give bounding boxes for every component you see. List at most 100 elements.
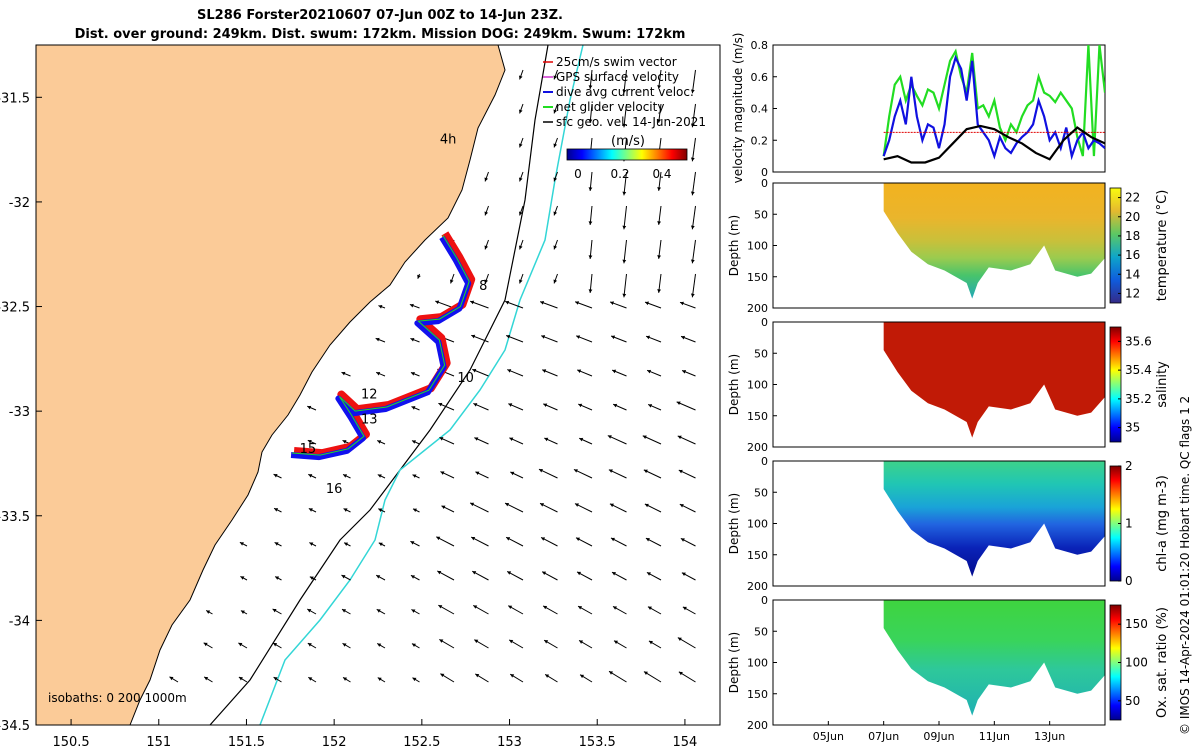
day-label: 12 <box>361 388 378 403</box>
geo-arrow-shaft <box>691 239 696 264</box>
geo-arrow-head <box>588 221 593 225</box>
geo-arrow-head <box>580 674 585 679</box>
geo-arrow-head <box>474 437 479 441</box>
geo-arrow-head <box>343 474 348 478</box>
geo-arrow-head <box>588 289 593 293</box>
geo-arrow-head <box>657 289 662 293</box>
day-label: 10 <box>457 371 474 386</box>
day-label: 8 <box>479 279 487 294</box>
geo-arrow-head <box>436 536 441 541</box>
geo-arrow-head <box>410 337 415 342</box>
geo-arrow-head <box>474 639 479 644</box>
geo-arrow-head <box>553 177 558 182</box>
section-y-tick-label: 200 <box>747 580 768 593</box>
map-x-tick-label: 153 <box>497 735 522 750</box>
geo-arrow-head <box>643 469 648 474</box>
geo-arrow-head <box>622 259 627 264</box>
geo-arrow-head <box>439 639 444 643</box>
geo-arrow-head <box>484 245 489 250</box>
geo-arrow-head <box>657 255 662 259</box>
geo-arrow-head <box>545 674 550 678</box>
geo-arrow-head <box>577 369 582 374</box>
geo-arrow-head <box>507 571 512 575</box>
section-y-tick-label: 100 <box>747 379 768 392</box>
section-x-tick-label: 13Jun <box>1034 730 1065 743</box>
geo-arrow-head <box>646 335 651 340</box>
geo-arrow-head <box>484 211 489 216</box>
geo-arrow-head <box>484 177 489 182</box>
section-panel-oxygen: 0 50 100 150 200 Depth (m) 50 100 150 Ox. sat. ra… <box>727 594 1170 743</box>
geo-arrow-head <box>541 335 546 339</box>
geo-arrow-head <box>411 609 416 613</box>
geo-arrow-head <box>412 677 417 682</box>
geo-arrow-head <box>541 537 546 541</box>
geo-arrow-head <box>377 643 382 647</box>
section-y-tick-label: 0 <box>761 455 768 468</box>
velocity-panel: 0 0.2 0.4 0.6 0.8 velocity magnitude (m/s) <box>731 33 1106 183</box>
section-colorbar <box>1109 326 1122 443</box>
map-x-tick-label: 151 <box>146 735 171 750</box>
geo-arrow-head <box>544 640 549 644</box>
geo-arrow-head <box>342 643 347 647</box>
geo-arrow-head <box>473 605 478 609</box>
geo-arrow-head <box>238 677 243 681</box>
geo-arrow-head <box>438 605 443 609</box>
geo-arrow-head <box>646 572 651 576</box>
geo-arrow-head <box>540 301 545 305</box>
geo-arrow-head <box>647 606 652 611</box>
colorbar-label: salinity <box>1155 361 1170 408</box>
geo-arrow-head <box>308 508 313 512</box>
glider-track <box>290 231 476 461</box>
geo-arrow-head <box>341 575 346 579</box>
geo-arrow-head <box>682 606 687 611</box>
section-data-field <box>883 600 1105 716</box>
geo-arrow-head <box>441 505 446 510</box>
map-y-tick-label: -32.5 <box>0 301 30 316</box>
geo-arrow-head <box>679 504 684 508</box>
geo-arrow-head <box>438 402 443 407</box>
colorbar-tick-label: 35 <box>1125 421 1140 435</box>
map-y-tick-label: -33.5 <box>0 510 30 525</box>
section-y-tick-label: 200 <box>747 719 768 732</box>
geo-arrow-head <box>376 575 381 579</box>
geo-arrow-head <box>553 211 558 216</box>
geo-arrow-head <box>510 674 515 678</box>
geo-arrow-head <box>471 334 476 339</box>
colorbar-tick-label: 18 <box>1125 229 1140 243</box>
colorbar-tick-label: 20 <box>1125 210 1140 224</box>
geo-arrow-head <box>274 542 279 546</box>
geo-arrow-head <box>622 89 627 94</box>
section-y-tick-label: 50 <box>754 208 768 221</box>
map-y-tick-labels: -31.5 -32 -32.5 -33 -33.5 -34 -34.5 <box>0 91 42 734</box>
geostrophic-velocity-arrows <box>169 69 696 683</box>
geo-arrow-head <box>203 642 208 647</box>
geo-arrow-head <box>475 673 480 678</box>
geo-arrow-head <box>690 157 695 162</box>
geo-arrow-head <box>690 225 695 230</box>
geo-arrow-shaft <box>691 205 696 230</box>
geo-arrow-shaft <box>691 171 696 196</box>
geo-arrow-head <box>510 471 515 476</box>
geo-arrow-head <box>307 609 312 613</box>
geo-arrow-head <box>506 334 511 339</box>
velocity-y-tick-label: 0.4 <box>751 103 769 116</box>
geo-arrow-head <box>309 576 314 581</box>
isobath-200-line <box>209 45 549 725</box>
geo-arrow-head <box>576 537 581 542</box>
geo-arrow-head <box>611 335 616 340</box>
geo-arrow-head <box>680 301 684 306</box>
day-label: 4h <box>440 132 457 147</box>
section-y-tick-label: 50 <box>754 625 768 638</box>
geo-arrow-shaft <box>691 103 696 128</box>
speed-colorbar-bar <box>566 148 688 161</box>
geo-arrow-shaft <box>691 273 696 298</box>
geo-arrow-head <box>681 572 686 576</box>
section-ylabel: Depth (m) <box>727 354 741 415</box>
geo-arrow-head <box>681 335 686 340</box>
map-y-tick-label: -31.5 <box>0 91 30 106</box>
figure-title-line-1: SL286 Forster20210607 07-Jun 00Z to 14-J… <box>197 8 563 23</box>
geo-arrow-head <box>678 469 683 474</box>
speed-colorbar: (m/s) 0 0.2 0.4 <box>566 134 688 181</box>
section-data-field <box>883 183 1105 299</box>
geo-arrow-head <box>607 435 612 439</box>
